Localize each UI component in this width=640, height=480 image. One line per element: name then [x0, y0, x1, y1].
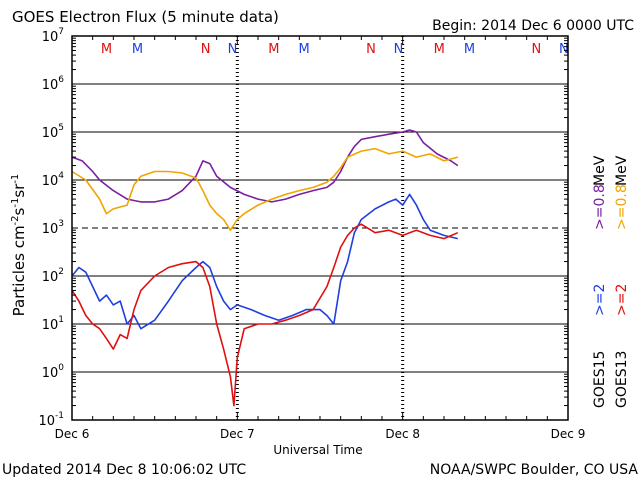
- mn-marker: N: [201, 42, 211, 57]
- series-line: [71, 193, 458, 330]
- legend-goes13: GOES13: [614, 351, 630, 408]
- legend-goes15-e2: >=2: [592, 284, 608, 316]
- y-tick-label: 102: [42, 267, 64, 285]
- x-tick-label: Dec 9: [551, 427, 586, 441]
- mn-marker: M: [101, 42, 112, 57]
- y-tick-label: 101: [42, 315, 64, 333]
- y-tick-label: 103: [42, 219, 64, 237]
- y-axis-label: Particles cm-2s-1sr-1: [10, 174, 28, 317]
- chart-title: GOES Electron Flux (5 minute data): [12, 8, 279, 26]
- legend-goes13-e08: >=0.8: [614, 184, 630, 230]
- mn-marker: N: [228, 42, 238, 57]
- mn-marker: M: [434, 42, 445, 57]
- x-tick-label: Dec 7: [220, 427, 255, 441]
- mn-marker: N: [394, 42, 404, 57]
- updated-timestamp: Updated 2014 Dec 8 10:06:02 UTC: [2, 462, 246, 478]
- mn-marker: M: [132, 42, 143, 57]
- legend: GOES15 >=2 >=0.8 MeV GOES13 >=2 >=0.8 Me…: [592, 155, 630, 408]
- series-line: [71, 129, 459, 203]
- mn-marker: M: [464, 42, 475, 57]
- credit-text: NOAA/SWPC Boulder, CO USA: [430, 462, 639, 478]
- legend-goes15-e08: >=0.8: [592, 184, 608, 230]
- y-tick-label: 106: [42, 75, 65, 93]
- y-tick-label: 10-1: [38, 411, 64, 429]
- y-tick-label: 100: [42, 363, 65, 381]
- y-tick-label: 104: [42, 171, 65, 189]
- legend-goes13-e2: >=2: [614, 284, 630, 316]
- series-line: [71, 147, 459, 231]
- x-tick-label: Dec 6: [55, 427, 90, 441]
- series-line: [71, 223, 459, 407]
- plot-frame: [71, 35, 569, 421]
- y-tick-label: 107: [42, 27, 64, 45]
- x-axis-label: Universal Time: [273, 443, 362, 457]
- svg-text:Particles cm-2s-1sr-1: Particles cm-2s-1sr-1: [10, 174, 28, 317]
- y-tick-label: 105: [42, 123, 64, 141]
- x-tick-label: Dec 8: [385, 427, 420, 441]
- begin-date: Begin: 2014 Dec 6 0000 UTC: [432, 18, 634, 34]
- mn-marker: N: [559, 42, 569, 57]
- legend-mev: MeV: [592, 155, 608, 186]
- mn-marker: M: [268, 42, 279, 57]
- mn-marker: M: [299, 42, 310, 57]
- legend-goes15: GOES15: [592, 351, 608, 408]
- mn-marker: N: [531, 42, 541, 57]
- mn-marker: N: [366, 42, 376, 57]
- legend-mev-2: MeV: [614, 155, 630, 186]
